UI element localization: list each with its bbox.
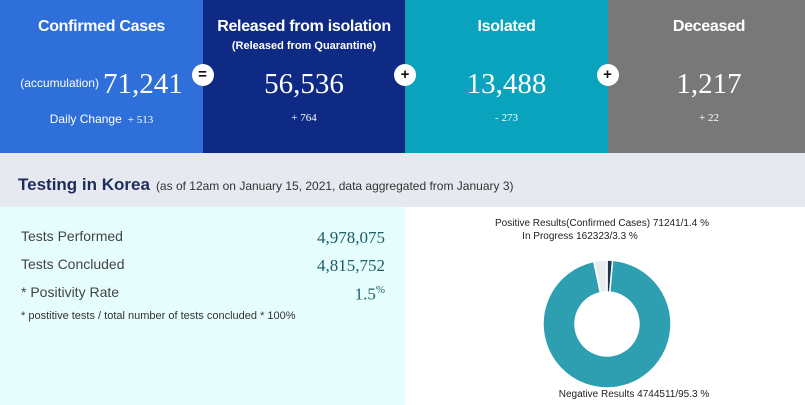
section-note: (as of 12am on January 15, 2021, data ag… (155, 179, 514, 193)
test-value: 1.5 (354, 284, 376, 304)
stat-value: 71,241 (102, 68, 183, 100)
test-value: 4,978,075 (317, 228, 385, 247)
test-label: Tests Concluded (21, 256, 125, 272)
stat-change-box: + 764 (203, 112, 406, 124)
donut-chart: Positive Results(Confirmed Cases) 71241/… (495, 218, 710, 400)
test-label: Tests Performed (21, 228, 123, 244)
test-value-box: 4,978,075 (317, 228, 385, 248)
pie-label: In Progress 162323/3.3 % (522, 231, 638, 242)
stat-value-box: 56,536 (203, 68, 406, 101)
stat-value-box: (accumulation) 71,241 (0, 68, 203, 101)
test-label: * Positivity Rate (21, 284, 120, 300)
stat-change: + 513 (127, 114, 154, 126)
stat-prefix: (accumulation) (20, 76, 99, 90)
stat-value-box: 1,217 (608, 68, 805, 101)
section-title: Testing in Korea (18, 175, 150, 194)
stat-value: 56,536 (264, 68, 344, 100)
stat-title: Released from isolation (217, 18, 391, 35)
stat-change: + 22 (699, 112, 719, 124)
test-value-box: 4,815,752 (317, 256, 385, 276)
testing-panel: * postitive tests / total number of test… (0, 207, 405, 405)
stat-panel: Deceased 1,217 + 22 (607, 0, 805, 153)
stat-value: 1,217 (676, 68, 742, 100)
stat-title: Isolated (477, 18, 536, 35)
stat-panel: Isolated 13,488 - 273 (405, 0, 608, 153)
stat-change-box: - 273 (405, 112, 608, 124)
stat-change: - 273 (495, 112, 518, 124)
stat-subtitle: (Released from Quarantine) (231, 40, 377, 52)
donut-slice (592, 259, 608, 294)
section-header: Testing in Korea (as of 12am on January 1… (0, 153, 805, 207)
test-unit: % (375, 284, 385, 296)
test-row: Tests Performed 4,978,075 (21, 228, 385, 247)
stat-change-box: + 22 (608, 112, 805, 124)
operator: + (394, 64, 416, 86)
donut-slice (542, 259, 672, 389)
stat-value-box: 13,488 (405, 68, 608, 101)
test-row: * Positivity Rate 1.5% (21, 284, 385, 304)
operator: = (191, 64, 214, 86)
pie-label: Positive Results(Confirmed Cases) 71241/… (495, 218, 709, 229)
stat-change-label: Daily Change (49, 112, 122, 126)
footnote: * postitive tests / total number of test… (21, 310, 296, 322)
stat-panel: Released from isolation (Released from Qu… (202, 0, 406, 153)
stat-title: Deceased (672, 18, 746, 35)
pie-label: Negative Results 4744511/95.3 % (559, 389, 710, 400)
stat-title: Confirmed Cases (37, 18, 166, 35)
stat-value: 13,488 (466, 68, 547, 100)
test-value-box: 1.5% (355, 284, 385, 305)
operator: + (596, 64, 619, 86)
stat-panel: Confirmed Cases (accumulation) 71,241 Daily… (0, 0, 203, 153)
stat-change: + 764 (291, 112, 317, 124)
stat-change-box: Daily Change + 513 (0, 112, 203, 126)
test-row: Tests Concluded 4,815,752 (21, 256, 385, 275)
test-value: 4,815,752 (317, 256, 385, 275)
